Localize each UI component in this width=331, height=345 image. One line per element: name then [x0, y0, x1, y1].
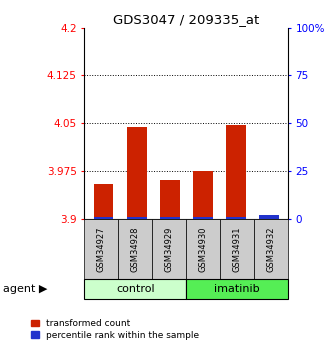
Bar: [226, 217, 246, 219]
Legend: transformed count, percentile rank within the sample: transformed count, percentile rank withi…: [31, 319, 200, 340]
Text: GSM34927: GSM34927: [97, 227, 106, 272]
Bar: [127, 217, 147, 219]
Title: GDS3047 / 209335_at: GDS3047 / 209335_at: [113, 13, 259, 27]
Text: imatinib: imatinib: [214, 285, 260, 294]
Bar: [94, 184, 114, 219]
Text: GSM34929: GSM34929: [165, 227, 174, 272]
Bar: [193, 171, 213, 219]
Bar: [160, 217, 180, 219]
Text: agent ▶: agent ▶: [3, 285, 48, 294]
Bar: [160, 179, 180, 219]
Bar: [193, 217, 213, 219]
Bar: [226, 125, 246, 219]
Bar: [127, 127, 147, 219]
Bar: [94, 217, 114, 219]
Text: GSM34931: GSM34931: [233, 227, 242, 272]
Text: control: control: [116, 285, 155, 294]
Bar: [259, 215, 279, 219]
Text: GSM34928: GSM34928: [131, 227, 140, 272]
Text: GSM34932: GSM34932: [266, 227, 275, 272]
Text: GSM34930: GSM34930: [199, 227, 208, 272]
